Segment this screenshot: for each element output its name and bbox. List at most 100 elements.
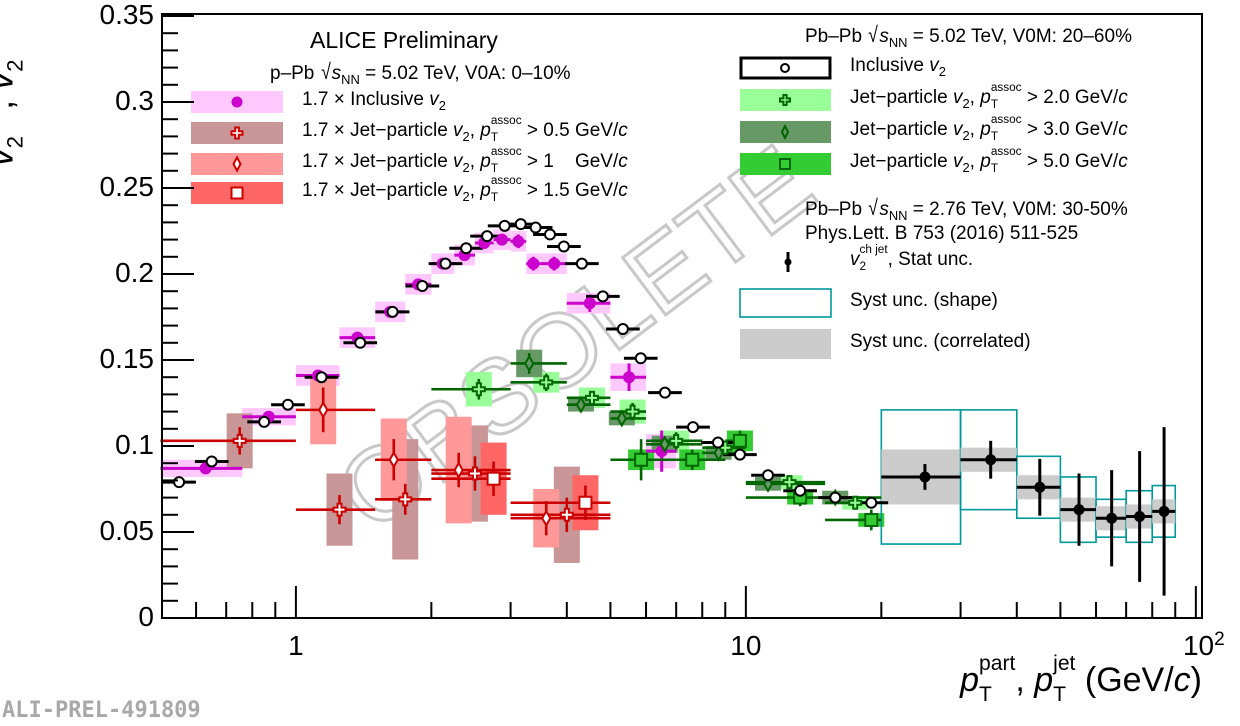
text-segment: ,	[469, 151, 481, 172]
ppb-collision-header: p–Pb √sNN = 5.02 TeV, V0A: 0–10%	[270, 59, 571, 87]
open-circle-marker	[529, 221, 542, 234]
x-tick-label: 10	[706, 630, 786, 662]
open-circle-marker	[315, 371, 328, 384]
text-segment: Pb–Pb	[805, 199, 868, 220]
y-tick-label: 0.05	[99, 515, 155, 546]
text-segment: Syst unc. (correlated)	[850, 331, 1031, 352]
tick-base: 10	[730, 630, 762, 661]
superscript: assoc	[490, 174, 522, 188]
text-segment: > 0.5 GeV/	[521, 120, 619, 141]
filled-dot-marker	[1106, 512, 1118, 524]
text-segment: ,	[469, 120, 481, 141]
open-cross-marker	[584, 390, 599, 405]
sup-sub-script: assoc T	[491, 146, 522, 177]
text-segment: , Stat unc.	[887, 249, 974, 270]
tick-exponent: 2	[1214, 629, 1225, 651]
text-segment: = 5.02 TeV, V0M: 20–60%	[907, 26, 1132, 47]
filled-circle-marker	[623, 371, 636, 384]
text-segment: √	[868, 195, 879, 220]
open-square-marker	[685, 452, 700, 467]
text-segment: c	[1118, 151, 1128, 172]
legend-entry-jet: Syst unc. (correlated)	[850, 331, 1031, 354]
text-segment: p	[480, 180, 491, 201]
open-cross-marker	[669, 433, 684, 448]
open-cross-marker	[779, 94, 791, 106]
open-square-marker	[230, 186, 244, 200]
open-circle-marker	[865, 496, 878, 509]
tick-base: 1	[288, 630, 304, 661]
text-segment: 1.7 × Jet−particle	[302, 151, 454, 172]
text-segment: c	[1118, 87, 1128, 108]
subscript: T	[1053, 682, 1067, 706]
text-segment: ,	[0, 90, 21, 110]
open-circle-marker	[634, 352, 647, 365]
text-segment: ,	[469, 180, 481, 201]
open-square-marker	[864, 512, 879, 527]
text-segment: Jet−particle	[850, 87, 953, 108]
sup-sub-script: part2	[0, 110, 29, 148]
open-circle-marker	[258, 415, 271, 428]
text-segment: c	[618, 120, 628, 141]
y-tick-label: 0.25	[99, 171, 155, 202]
text-segment: v	[453, 180, 463, 201]
text-segment: c	[618, 151, 628, 172]
open-circle-marker	[794, 484, 807, 497]
text-segment: > 1.5 GeV/	[521, 180, 619, 201]
y-tick-label: 0.2	[115, 257, 154, 288]
text-segment: > 1 GeV/	[521, 151, 619, 172]
sup-sub-script: jet T	[1053, 653, 1075, 707]
open-circle-marker	[762, 469, 775, 482]
text-segment: 2	[462, 159, 470, 175]
text-segment: 2	[438, 97, 446, 113]
open-circle-marker	[616, 323, 629, 336]
text-segment: √	[320, 59, 331, 84]
open-circle-marker	[498, 219, 511, 232]
legend-symbols	[191, 56, 832, 359]
y-tick-label: 0.1	[115, 429, 154, 460]
sup-sub-script: assoc T	[491, 175, 522, 206]
tick-base: 10	[1182, 630, 1215, 661]
open-square-marker	[578, 495, 593, 510]
sup-sub-script: assoc T	[991, 146, 1022, 177]
legend-entry-right: Jet−particle v2, p assoc T > 3.0 GeV/c	[850, 114, 1128, 144]
open-cross-marker	[782, 475, 797, 490]
open-square-marker	[634, 452, 649, 467]
sup-sub-script: part T	[979, 653, 1015, 707]
text-segment: > 3.0 GeV/	[1021, 119, 1119, 140]
text-segment: v	[952, 151, 963, 172]
legend-entry-right: Jet−particle v2, p assoc T > 2.0 GeV/c	[850, 82, 1128, 112]
open-circle-marker	[575, 257, 588, 270]
filled-circle-marker	[583, 297, 596, 310]
text-segment: p	[480, 151, 491, 172]
open-circle-marker	[658, 386, 671, 399]
text-segment: 2	[962, 95, 970, 111]
text-segment: 2	[462, 128, 470, 144]
text-segment: v	[929, 55, 939, 76]
text-segment: p	[980, 87, 991, 108]
open-cross-marker	[467, 466, 482, 481]
text-segment: p	[1034, 661, 1054, 699]
open-circle-marker	[460, 242, 473, 255]
superscript: part	[979, 651, 1016, 675]
sup-sub-script: assoc T	[491, 115, 522, 146]
reference-citation: Phys.Lett. B 753 (2016) 511-525	[805, 223, 1078, 246]
text-segment: p	[480, 120, 491, 141]
text-segment: v	[0, 148, 21, 166]
legend-entry-right: Jet−particle v2, p assoc T > 5.0 GeV/c	[850, 146, 1128, 177]
text-segment: c	[618, 180, 628, 201]
legend-shape-box	[739, 288, 832, 318]
filled-circle-marker	[231, 96, 243, 108]
superscript: assoc	[990, 113, 1022, 127]
text-segment: NN	[888, 207, 908, 223]
open-diamond-marker	[318, 400, 329, 419]
open-circle-marker	[733, 448, 746, 461]
open-diamond-marker	[575, 395, 587, 414]
subscript: T	[990, 98, 998, 112]
legend-corr-box	[740, 329, 831, 359]
open-cross-marker	[232, 433, 247, 448]
open-circle-marker	[557, 240, 570, 253]
text-segment: p–Pb	[270, 63, 320, 84]
open-circle-marker	[205, 455, 218, 468]
open-cross-marker	[559, 507, 574, 522]
filled-circle-marker	[527, 257, 540, 270]
